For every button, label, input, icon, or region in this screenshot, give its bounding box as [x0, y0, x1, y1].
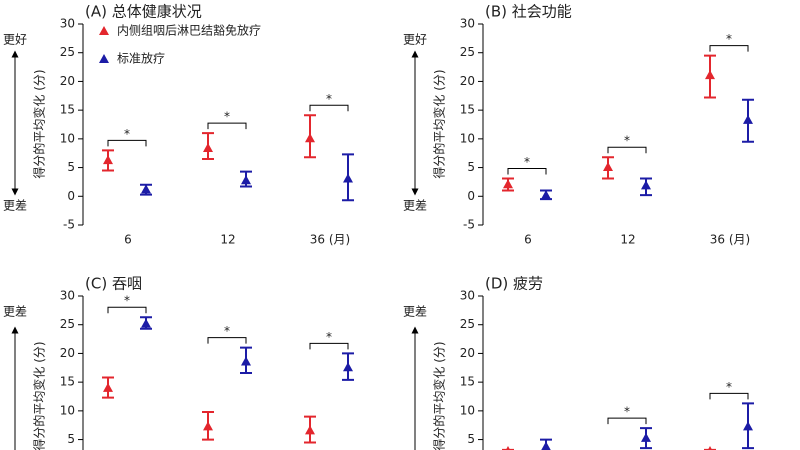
marker	[203, 421, 213, 431]
significance-label: *	[124, 127, 130, 141]
x-tick-label: 6	[124, 233, 132, 247]
significance-label: *	[326, 92, 332, 106]
y-tick-label: 0	[467, 189, 475, 203]
y-axis-label: 得分的平均变化 (分)	[32, 341, 47, 450]
y-tick-label: 30	[460, 289, 475, 303]
significance-label: *	[726, 32, 732, 46]
y-tick-label: 5	[67, 160, 75, 174]
y-tick-label: 10	[60, 131, 75, 145]
marker	[141, 318, 151, 328]
significance-bracket	[507, 167, 547, 175]
y-tick-label: 5	[467, 160, 475, 174]
marker	[503, 179, 513, 189]
marker	[241, 175, 251, 185]
y-tick-label: 25	[460, 45, 475, 59]
marker	[743, 421, 753, 431]
y-tick-label: 30	[460, 17, 475, 31]
marker	[203, 143, 213, 153]
significance-label: *	[224, 324, 230, 338]
marker	[541, 190, 551, 200]
y-tick-label: 0	[67, 189, 75, 203]
marker	[705, 70, 715, 80]
significance-label: *	[624, 405, 630, 419]
marker	[743, 114, 753, 124]
y-axis-label: 得分的平均变化 (分)	[432, 69, 447, 178]
marker	[603, 161, 613, 171]
marker	[141, 184, 151, 194]
y-tick-label: 25	[60, 317, 75, 331]
y-tick-label: 15	[60, 103, 75, 117]
marker	[641, 432, 651, 442]
x-tick-label: 36 (月)	[710, 233, 750, 247]
significance-bracket	[709, 392, 749, 400]
y-tick-label: 15	[60, 375, 75, 389]
y-tick-label: 20	[60, 74, 75, 88]
significance-bracket	[207, 337, 247, 344]
significance-bracket	[107, 306, 147, 314]
marker	[505, 446, 511, 450]
marker	[707, 446, 713, 450]
y-tick-label: 20	[460, 74, 475, 88]
annotation: 更好	[403, 33, 427, 47]
y-tick-label: 25	[60, 45, 75, 59]
marker	[305, 133, 315, 143]
panel-title: (A) 总体健康状况	[85, 3, 202, 21]
marker	[103, 382, 113, 392]
significance-label: *	[224, 110, 230, 124]
legend-label: 标准放疗	[117, 51, 165, 66]
y-tick-label: 15	[460, 375, 475, 389]
panel-title: (B) 社会功能	[485, 3, 572, 21]
y-tick-label: 10	[60, 403, 75, 417]
y-tick-label: 25	[460, 317, 475, 331]
y-tick-label: 20	[460, 346, 475, 360]
y-tick-label: 15	[460, 103, 475, 117]
annotation: 更差	[3, 199, 27, 213]
y-tick-label: 20	[60, 346, 75, 360]
y-tick-label: 5	[467, 432, 475, 446]
x-tick-label: 36 (月)	[310, 233, 350, 247]
annotation: 更差	[403, 305, 427, 319]
x-tick-label: 12	[220, 233, 235, 247]
significance-bracket	[309, 104, 349, 112]
marker	[343, 173, 353, 183]
marker	[541, 441, 551, 450]
significance-label: *	[726, 380, 732, 394]
marker	[305, 425, 315, 435]
legend-label: 内侧组咽后淋巴结豁免放疗	[117, 23, 261, 38]
marker	[103, 155, 113, 165]
y-tick-label: 10	[460, 403, 475, 417]
marker	[241, 356, 251, 366]
significance-bracket	[709, 45, 749, 52]
significance-bracket	[607, 146, 647, 154]
x-tick-label: 6	[524, 233, 532, 247]
significance-bracket	[309, 342, 349, 350]
x-tick-label: 12	[620, 233, 635, 247]
marker	[641, 180, 651, 190]
marker	[343, 362, 353, 372]
significance-label: *	[326, 330, 332, 344]
y-tick-label: 10	[460, 131, 475, 145]
panel-title: (D) 疲劳	[485, 275, 543, 293]
y-axis-label: 得分的平均变化 (分)	[32, 69, 47, 178]
annotation: 更好	[3, 33, 27, 47]
significance-bracket	[107, 139, 147, 147]
annotation: 更差	[403, 199, 427, 213]
y-axis-label: 得分的平均变化 (分)	[432, 341, 447, 450]
y-tick-label: 30	[60, 17, 75, 31]
y-tick-label: -5	[463, 218, 475, 232]
annotation: 更差	[3, 305, 27, 319]
significance-label: *	[124, 294, 130, 308]
legend-marker	[99, 54, 109, 63]
y-tick-label: 5	[67, 432, 75, 446]
panel-title: (C) 吞咽	[85, 275, 142, 293]
legend-marker	[99, 26, 109, 35]
significance-label: *	[524, 155, 530, 169]
y-tick-label: -5	[63, 218, 75, 232]
significance-bracket	[207, 122, 247, 130]
significance-bracket	[607, 417, 647, 425]
y-tick-label: 30	[60, 289, 75, 303]
significance-label: *	[624, 134, 630, 148]
